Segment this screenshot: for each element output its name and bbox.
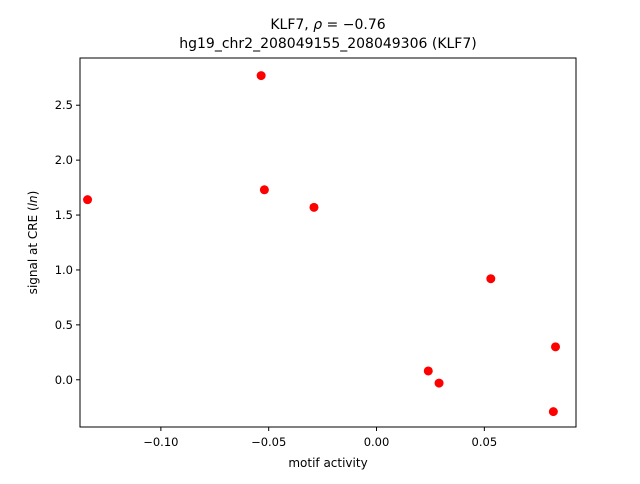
plot-frame — [79, 57, 577, 428]
y-tick-label: 0.0 — [55, 373, 73, 387]
x-tick-label: 0.05 — [472, 435, 498, 449]
x-tick-label: 0.00 — [364, 435, 390, 449]
y-tick-label: 2.5 — [55, 98, 73, 112]
data-point — [423, 366, 433, 376]
x-tick-label: −0.05 — [251, 435, 286, 449]
x-tick-label: −0.10 — [143, 435, 178, 449]
points-layer — [83, 71, 561, 417]
chart-subtitle: hg19_chr2_208049155_208049306 (KLF7) — [179, 36, 476, 52]
y-tick-label: 2.0 — [55, 153, 73, 167]
ticks-layer: −0.10 −0.05 0.00 0.05 0.0 0.5 1.0 1.5 2.0 2.5 — [55, 98, 497, 449]
data-point — [309, 202, 319, 212]
data-point — [548, 407, 558, 417]
chart-title: KLF7, ρ = −0.76 — [270, 17, 385, 33]
x-axis-label: motif activity — [288, 456, 367, 470]
y-axis-label: signal at CRE (ln) — [26, 191, 40, 295]
data-point — [259, 185, 269, 195]
data-point — [551, 342, 561, 352]
y-tick-label: 1.5 — [55, 208, 73, 222]
data-point — [434, 378, 444, 388]
y-tick-label: 1.0 — [55, 263, 73, 277]
data-point — [83, 195, 93, 205]
data-point — [486, 274, 496, 284]
y-tick-label: 0.5 — [55, 318, 73, 332]
data-point — [256, 71, 266, 81]
